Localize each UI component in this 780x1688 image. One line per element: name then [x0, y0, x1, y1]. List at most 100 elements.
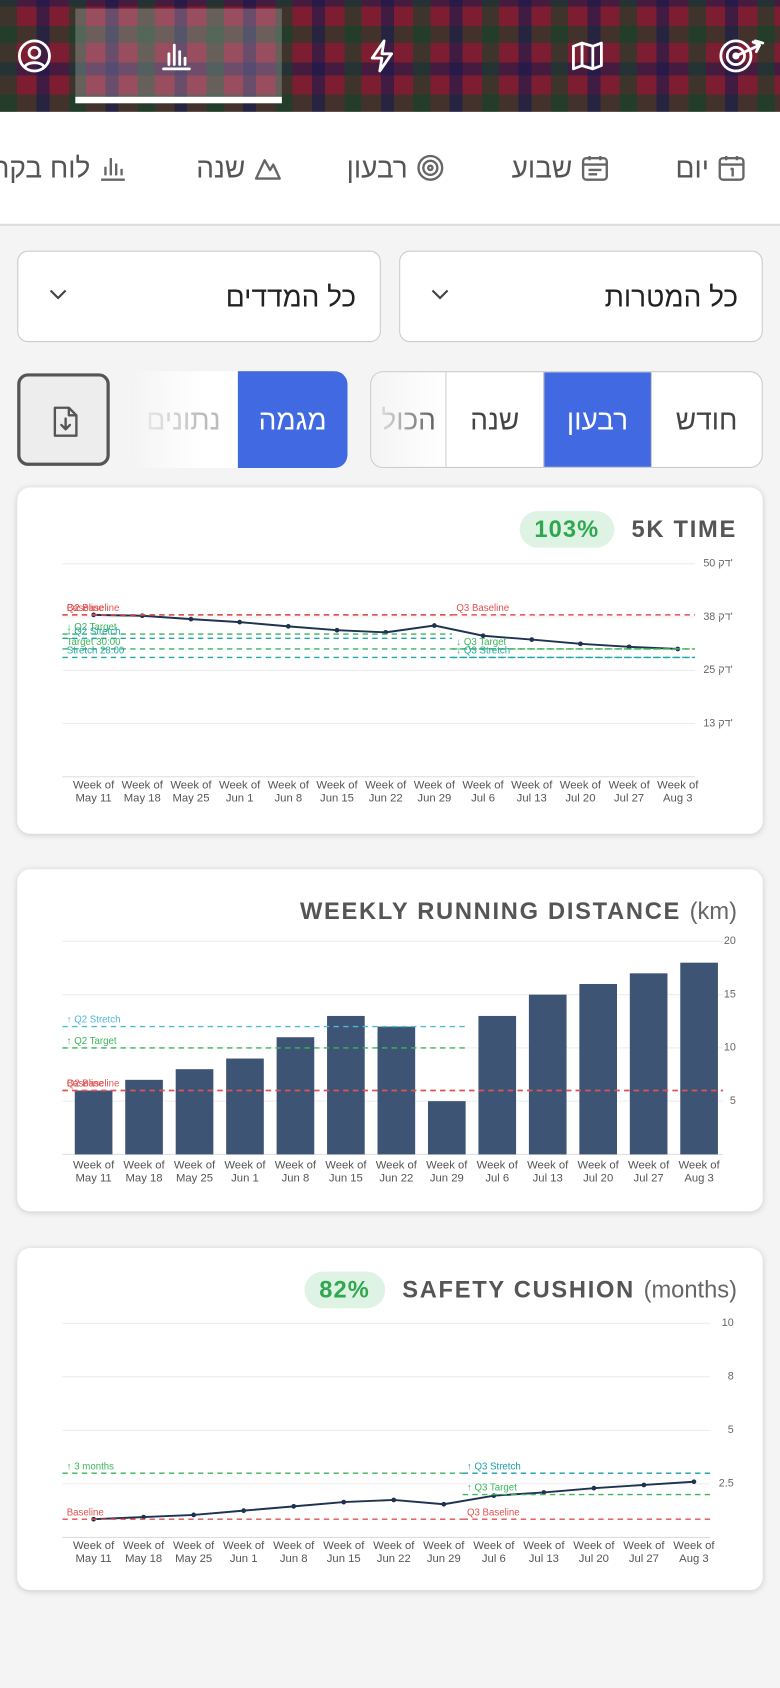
point: [541, 1490, 547, 1495]
point: [641, 1482, 647, 1488]
period-tabs: יום שבוע רבעון שנה לוח בקרה: [0, 111, 780, 226]
period-tab-label: שבוע: [511, 151, 573, 184]
x-tick-label: Week of Jul 6: [473, 1539, 515, 1565]
download-icon: [53, 406, 78, 437]
reference-label: ↑ Q3 Stretch: [467, 1461, 521, 1472]
reference-label: ↑ Q2 Target: [67, 1036, 117, 1047]
reference-label: Q3 Baseline: [456, 603, 509, 614]
x-tick-label: Week of Jul 6: [462, 778, 504, 805]
chart-header: WEEKLY RUNNING DISTANCE (km): [300, 891, 737, 932]
point: [191, 1512, 197, 1518]
x-tick-label: Week of Aug 3: [678, 1158, 720, 1184]
x-tick-label: Week of Jul 27: [608, 778, 650, 805]
point: [432, 623, 437, 628]
chart: 5 10 15 20 ↑ Q2 Stretch ↑ Q2 Target Q2 Baselin…: [62, 935, 736, 1155]
y-tick-label: 50 דק': [703, 558, 732, 570]
metric-filter[interactable]: כל המדדים: [17, 250, 381, 343]
x-tick-label: Week of Jun 29: [413, 778, 455, 805]
active-nav-underline: [75, 96, 282, 104]
x-tick-label: Week of Jun 29: [426, 1158, 468, 1184]
y-tick-label: 10: [724, 1042, 736, 1054]
x-tick-label: Week of Jul 27: [627, 1158, 670, 1184]
x-tick-label: Week of Jun 8: [267, 778, 309, 805]
chart-title: 5K TIME: [631, 515, 737, 543]
segment-option[interactable]: חודש: [650, 372, 761, 467]
reference-label: Stretch 28:00: [67, 646, 125, 657]
x-tick-label: Week of May 18: [123, 1539, 165, 1565]
day-icon: [718, 155, 745, 181]
goal-filter-label: כל המטרות: [604, 280, 739, 314]
reference-label: Baseline: [67, 603, 104, 614]
period-tab-label: יום: [675, 151, 709, 184]
x-tick-label: Week of Jun 1: [224, 1158, 266, 1184]
segment-option[interactable]: רבעון: [543, 372, 651, 467]
period-tab[interactable]: יום: [675, 112, 745, 224]
bolt-icon[interactable]: [363, 37, 402, 76]
point: [591, 1485, 597, 1491]
period-tab[interactable]: שנה: [196, 112, 282, 224]
period-tab[interactable]: רבעון: [347, 112, 445, 224]
chart-unit: (months): [643, 1275, 737, 1303]
bar: [175, 1069, 214, 1155]
chart-header: 103% 5K TIME: [519, 509, 737, 550]
metric-filter-label: כל המדדים: [225, 280, 357, 314]
reference-label: ↑ 3 months: [67, 1461, 114, 1472]
download-button[interactable]: [17, 373, 110, 466]
point: [237, 619, 243, 625]
point: [480, 633, 486, 639]
reference-label: ↑ Q3 Target: [467, 1483, 517, 1494]
chevron: [49, 289, 67, 300]
y-tick-label: 5: [728, 1424, 734, 1436]
year-icon: [254, 159, 281, 180]
progress-badge: 82%: [304, 1271, 385, 1309]
x-tick-label: Week of Jul 13: [511, 778, 553, 805]
x-tick-label: Week of Jun 8: [274, 1158, 317, 1184]
y-tick-label: 8: [728, 1371, 734, 1383]
x-tick-label: Week of Jun 22: [365, 778, 407, 805]
period-tab-label: לוח בקרה: [0, 151, 91, 184]
reference-label: Baseline: [67, 1079, 104, 1090]
segment-option[interactable]: שנה: [445, 372, 543, 467]
chart-title: SAFETY CUSHION: [402, 1275, 635, 1303]
bar: [125, 1079, 163, 1155]
goal-filter[interactable]: כל המטרות: [399, 250, 763, 343]
x-tick-label: Week of Jun 22: [375, 1158, 417, 1184]
x-tick-label: Week of Jun 29: [423, 1539, 465, 1565]
point: [241, 1508, 247, 1514]
map-icon[interactable]: [568, 37, 607, 76]
point: [391, 1497, 397, 1503]
chart-card: 2.5 5 8 10 ↑ 3 months Baseline ↑ Q3 Stretch ↑ Q…: [17, 1247, 763, 1591]
reference-label: Q3 Baseline: [467, 1507, 520, 1518]
reference-label: ↓ Q3 Target: [456, 637, 506, 648]
period-tab[interactable]: לוח בקרה: [0, 112, 127, 224]
x-tick-label: Week of May 25: [170, 778, 212, 805]
y-tick-label: 20: [724, 935, 736, 947]
week-icon: [581, 155, 608, 181]
x-tick-label: Week of Jun 22: [373, 1539, 415, 1565]
x-tick-label: Week of Jun 15: [325, 1158, 367, 1184]
progress-badge: 103%: [519, 511, 615, 548]
reference-label: ↑ Q2 Stretch: [67, 1015, 121, 1026]
x-tick-label: Week of Jul 13: [523, 1539, 565, 1565]
point: [188, 616, 194, 622]
period-tab-label: רבעון: [346, 151, 408, 184]
profile-icon[interactable]: [15, 37, 54, 76]
chart-header: 82% SAFETY CUSHION (months): [304, 1270, 737, 1311]
goal-icon[interactable]: [717, 37, 766, 76]
x-tick-label: Week of Jun 8: [273, 1539, 315, 1565]
x-tick-label: Week of Jun 15: [323, 1539, 365, 1565]
x-tick-label: Week of Aug 3: [673, 1539, 715, 1565]
x-tick-label: Week of May 18: [121, 778, 163, 805]
bar: [327, 1015, 365, 1155]
chart-icon[interactable]: [157, 37, 196, 76]
chart-card: 13 דק' 25 דק' 38 דק' 50 דק' Q2 Baseline Basel…: [17, 487, 763, 834]
reference-label: ↓ Q3 Stretch: [456, 646, 510, 657]
x-tick-label: Week of May 11: [72, 1158, 115, 1184]
segment-option[interactable]: הכול: [371, 372, 445, 467]
reference-label: Target 30:00: [67, 637, 121, 648]
period-tab[interactable]: שבוע: [512, 112, 609, 224]
segment-option[interactable]: נתונים: [129, 371, 238, 468]
segment-option[interactable]: מגמה: [237, 371, 348, 468]
point: [691, 1479, 697, 1485]
